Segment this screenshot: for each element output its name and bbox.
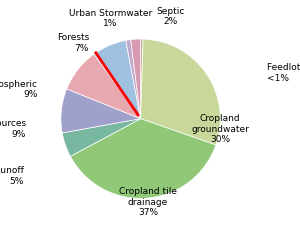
Text: Cropland tile
drainage
37%: Cropland tile drainage 37% [119, 186, 177, 216]
Wedge shape [67, 55, 141, 119]
Wedge shape [70, 119, 216, 199]
Text: Cropland
groundwater
30%: Cropland groundwater 30% [191, 114, 249, 143]
Wedge shape [126, 41, 141, 119]
Text: Cropland Runoff
5%: Cropland Runoff 5% [0, 166, 23, 185]
Wedge shape [94, 41, 141, 119]
Text: Septic
2%: Septic 2% [156, 7, 185, 26]
Text: Atmospheric
9%: Atmospheric 9% [0, 80, 38, 99]
Text: Urban Stormwater
1%: Urban Stormwater 1% [69, 9, 152, 28]
Wedge shape [131, 40, 141, 119]
Wedge shape [62, 119, 141, 157]
Wedge shape [61, 90, 141, 133]
Text: Feedlot runoff
<1%: Feedlot runoff <1% [267, 63, 300, 82]
Text: Forests
7%: Forests 7% [57, 33, 89, 52]
Wedge shape [141, 40, 220, 145]
Text: Point Sources
9%: Point Sources 9% [0, 119, 26, 138]
Wedge shape [141, 40, 143, 119]
